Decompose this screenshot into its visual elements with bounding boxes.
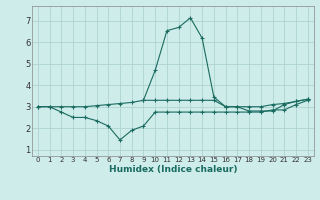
- X-axis label: Humidex (Indice chaleur): Humidex (Indice chaleur): [108, 165, 237, 174]
